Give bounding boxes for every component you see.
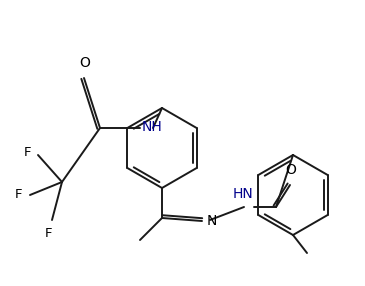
Text: O: O <box>80 56 91 70</box>
Text: F: F <box>23 146 31 160</box>
Text: HN: HN <box>233 187 253 201</box>
Text: N: N <box>207 214 218 228</box>
Text: NH: NH <box>142 120 163 134</box>
Text: F: F <box>15 188 22 202</box>
Text: F: F <box>44 227 52 240</box>
Text: O: O <box>285 163 296 177</box>
